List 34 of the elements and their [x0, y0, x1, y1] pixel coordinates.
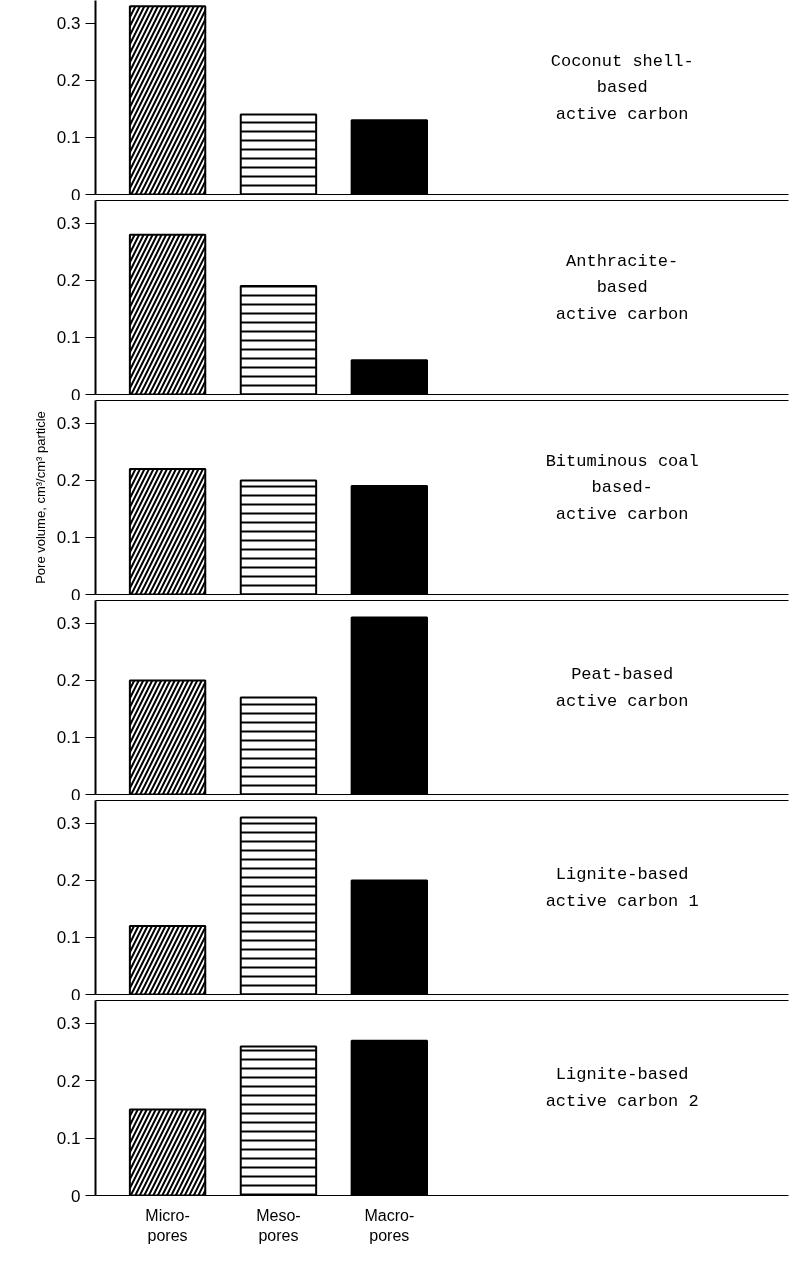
y-tick-label: 0: [71, 385, 81, 405]
text: Lignite-based active carbon 2: [545, 1065, 699, 1112]
x-tick-label: Micro- pores: [145, 1206, 190, 1244]
y-tick-label: 0.2: [56, 871, 81, 891]
y-tick-label: 0.3: [56, 14, 81, 34]
y-tick-label: 0.2: [56, 671, 81, 691]
y-tick-label: 0.2: [56, 471, 81, 491]
y-tick-label: 0: [71, 785, 81, 805]
text: Bituminous coal based- active carbon: [545, 451, 699, 524]
y-tick-label: 0.1: [56, 1129, 81, 1149]
y-tick-label: 0: [71, 1186, 81, 1206]
y-tick-label: 0.1: [56, 728, 81, 748]
y-tick-label: 0.3: [56, 614, 81, 634]
y-tick-label: 0: [71, 585, 81, 605]
text: Anthracite- based active carbon: [555, 251, 689, 324]
text: Lignite-based active carbon 1: [545, 865, 699, 911]
y-tick-label: 0.3: [56, 414, 81, 434]
y-tick-label: 0: [71, 985, 81, 1005]
y-tick-label: 0.2: [56, 271, 81, 291]
y-tick-label: 0.1: [56, 928, 81, 948]
y-tick-label: 0.3: [56, 1014, 81, 1034]
text: Peat-based active carbon: [555, 665, 689, 711]
y-axis-title: Pore volume, cm³/cm³ particle: [32, 411, 48, 584]
y-tick-label: 0.1: [56, 528, 81, 548]
y-tick-label: 0.2: [56, 1071, 81, 1091]
text: Coconut shell- based active carbon: [550, 51, 694, 124]
y-tick-label: 0.3: [56, 814, 81, 834]
x-tick-label: Macro- pores: [364, 1206, 415, 1244]
y-tick-label: 0.1: [56, 128, 81, 148]
y-tick-label: 0.2: [56, 71, 81, 91]
y-tick-label: 0.3: [56, 214, 81, 234]
y-tick-label: 0.1: [56, 328, 81, 348]
y-tick-label: 0: [71, 185, 81, 205]
x-tick-label: Meso- pores: [256, 1206, 301, 1244]
